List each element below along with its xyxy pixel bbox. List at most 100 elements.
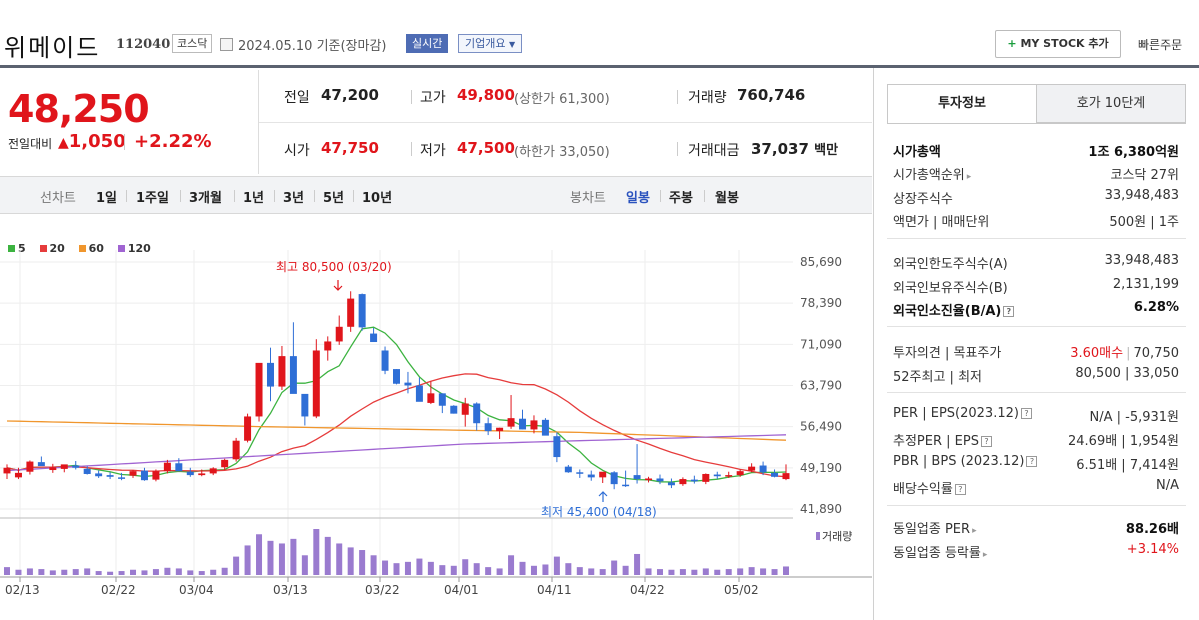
chevron-right-icon: ▸ [966,172,972,182]
market-cap-rank-label: 시가총액순위 ▸ [893,164,971,183]
realtime-button[interactable]: 실시간 [406,34,449,53]
volume-bar [152,569,159,575]
per-label: PER | EPS(2023.12)? [893,406,1032,421]
chevron-right-icon: ▸ [982,550,988,560]
volume-value: 760,746 [737,86,806,104]
y-tick-label: 56,490 [800,420,842,434]
volume-bar [324,536,331,575]
volume-bar [336,543,343,575]
sector-per-row[interactable]: 동일업종 PER ▸ 88.26배 [893,518,1187,537]
legend-swatch [8,245,15,252]
x-tick-label: 04/22 [630,583,665,597]
volume-bar [347,547,354,575]
tab-5y[interactable]: 5년 [323,191,345,206]
tab-1d[interactable]: 1일 [96,191,118,206]
volume-bar [702,568,709,575]
candle-body [404,382,412,386]
tab-monthly[interactable]: 월봉 [715,191,739,206]
divider [704,190,705,202]
company-info-dropdown[interactable]: 기업개요 ▼ [458,34,523,53]
volume-bar [187,570,194,575]
opinion-rating: 3.60매수 [1070,346,1124,361]
pbr-row: PBR | BPS (2023.12)? 6.51배 | 7,414원 [893,454,1187,473]
volume-bar [393,563,400,575]
my-stock-add-button[interactable]: + MY STOCK 추가 [995,30,1121,58]
tab-weekly[interactable]: 주봉 [669,191,693,206]
divider [124,134,125,150]
volume-bar [427,561,434,575]
est-per-label: 추정PER | EPS? [893,430,992,449]
foreign-limit-row: 외국인한도주식수(A) 33,948,483 [893,253,1187,272]
divider [234,190,235,202]
help-icon[interactable]: ? [954,484,966,495]
quick-order-button[interactable]: 빠른주문 [1138,36,1182,53]
candle-body [163,462,171,472]
tab-3m[interactable]: 3개월 [189,191,222,206]
market-cap-rank-row[interactable]: 시가총액순위 ▸ 코스닥 27위 [893,164,1187,183]
opinion-value: 3.60매수 | 70,750 [1070,342,1179,361]
change-amount: 1,050 [68,131,126,152]
volume-bar [473,563,480,575]
volume-bar [15,569,22,575]
candle-body [118,477,126,479]
divider [353,190,354,202]
listed-shares-label: 상장주식수 [893,192,953,207]
tab-1w[interactable]: 1주일 [136,191,169,206]
company-info-label: 기업개요 [465,37,506,50]
sector-change-row[interactable]: 동일업종 등락률 ▸ +3.14% [893,542,1187,561]
listed-shares-row: 상장주식수 33,948,483 [893,188,1187,207]
divider [677,142,678,156]
candle-body [530,420,538,430]
legend-swatch [78,245,86,252]
divider [411,90,412,104]
candle-body [129,471,137,476]
volume-bars [4,529,789,575]
par-value-row: 액면가 | 매매단위 500원 | 1주 [893,211,1187,230]
chevron-down-icon: ▼ [508,40,516,49]
volume-bar [370,555,377,575]
tab-1y[interactable]: 1년 [243,191,265,206]
candle-body [244,416,252,441]
header-divider [0,65,1199,68]
volume-bar [576,567,583,575]
candle-body [95,473,103,477]
price-chart[interactable]: 85,690 78,390 71,090 63,790 56,490 49,190 41,8… [0,240,872,610]
divider [258,70,259,174]
listed-shares-value: 33,948,483 [1104,188,1179,203]
x-tick-label: 05/02 [724,583,759,597]
divider [660,190,661,202]
high-annotation: 최고 80,500 (03/20) [276,260,392,274]
candle-body [140,470,148,481]
help-icon[interactable]: ? [1003,306,1015,317]
tab-investment-info[interactable]: 투자정보 [887,84,1037,123]
candle-body [152,471,160,480]
volume-bar [4,567,10,575]
help-icon[interactable]: ? [1020,408,1032,419]
help-icon[interactable]: ? [980,436,992,447]
candle-body [679,479,687,485]
volume-bar [565,563,572,575]
per-value: N/A | -5,931원 [1089,410,1179,425]
tab-orderbook-10[interactable]: 호가 10단계 [1036,84,1186,123]
y-axis-labels: 85,690 78,390 71,090 63,790 56,490 49,190 41,8… [800,255,842,516]
tab-daily[interactable]: 일봉 [626,191,650,206]
rank-label-text: 시가총액순위 [893,168,965,183]
volume-bar [118,571,125,575]
volume-bar [485,567,492,575]
candle-body [702,473,710,482]
candle-body [587,474,595,478]
legend-ma60: 60 [78,242,104,255]
divider [887,238,1186,239]
pbr-label: PBR | BPS (2023.12)? [893,454,1038,469]
tab-10y[interactable]: 10년 [362,191,393,206]
low-value: 47,500 [457,139,515,157]
foreign-ratio-text: 외국인소진율(B/A) [893,304,1002,319]
tab-3y[interactable]: 3년 [283,191,305,206]
divider [677,90,678,104]
divider [887,392,1186,393]
sector-per-label: 동일업종 PER ▸ [893,518,977,537]
legend-label: 60 [88,242,104,255]
stock-code: 112040 [116,37,171,52]
y-tick-label: 85,690 [800,255,842,269]
help-icon[interactable]: ? [1026,456,1038,467]
